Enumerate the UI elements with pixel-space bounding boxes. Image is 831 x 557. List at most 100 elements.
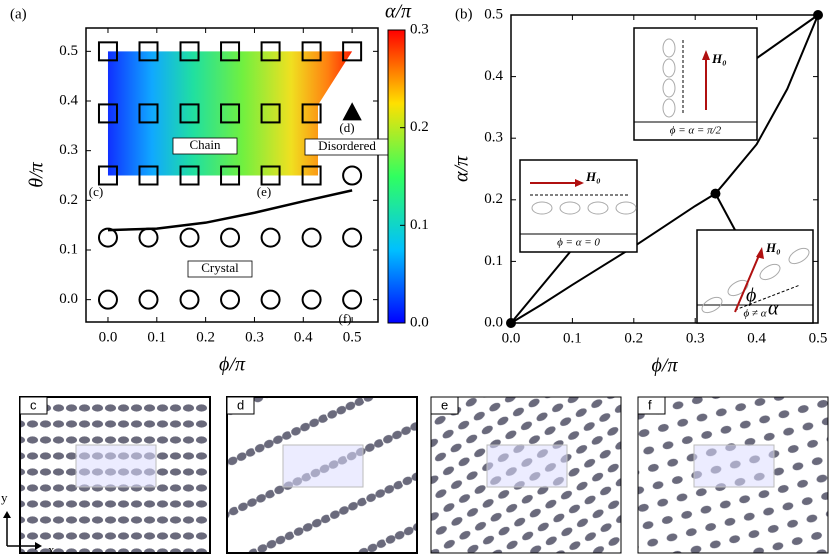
square-marker — [97, 165, 118, 186]
circle-marker — [138, 227, 159, 248]
inset-link — [756, 14, 819, 59]
y-axis-label: θ/π — [26, 161, 48, 187]
inset — [696, 229, 814, 324]
particle — [788, 247, 810, 265]
y-tick-label: 0.4 — [484, 68, 503, 84]
particle — [615, 201, 637, 215]
square-marker — [97, 41, 118, 62]
plot-frame — [85, 27, 379, 323]
colorbar-tick-label: 0.2 — [410, 119, 429, 135]
x-tick-label: 0.3 — [686, 330, 705, 346]
square-marker — [179, 165, 200, 186]
y-axis-label: α/π — [451, 155, 473, 182]
circle-marker — [301, 289, 322, 310]
x-tick-label: 0.1 — [563, 330, 582, 346]
inset-caption: ϕ = α = 0 — [557, 237, 600, 249]
snapshot-tag — [226, 396, 255, 415]
arrow-head — [3, 511, 11, 518]
x-tick-label: 0.4 — [294, 329, 313, 345]
circle-marker — [97, 227, 118, 248]
x-tick-label: 0.1 — [147, 329, 166, 345]
particle — [759, 263, 781, 281]
inset-link — [510, 251, 571, 324]
square-marker — [260, 41, 281, 62]
colorbar-tick-label: 0.3 — [410, 21, 429, 37]
x-tick-label: 0.3 — [245, 329, 264, 345]
circle-marker — [342, 165, 363, 186]
field-label: H₀ — [765, 240, 781, 255]
highlight — [486, 444, 568, 488]
particle — [662, 38, 676, 58]
snapshot-tag — [430, 396, 459, 415]
arrow-head — [702, 50, 710, 60]
square-marker — [220, 103, 241, 124]
arrow-head — [756, 247, 764, 259]
square-marker — [179, 103, 200, 124]
x-axis-label: ϕ/π — [652, 355, 679, 377]
x-tick-label: 0.0 — [99, 329, 118, 345]
circle-marker — [260, 289, 281, 310]
inset — [519, 159, 638, 253]
square-marker — [260, 103, 281, 124]
particle — [662, 98, 676, 118]
particle — [701, 296, 723, 314]
y-tick-label: 0.0 — [484, 314, 503, 330]
particle — [559, 201, 581, 215]
x-tick-label: 0.2 — [624, 330, 643, 346]
point — [506, 318, 516, 328]
circle-marker — [301, 227, 322, 248]
y-tick-label: 0.4 — [59, 92, 78, 108]
point — [813, 10, 823, 20]
square-marker — [138, 41, 159, 62]
y-tick-label: 0.5 — [484, 6, 503, 22]
annotation: (e) — [257, 184, 271, 199]
colorbar-tick-label: 0.1 — [410, 217, 429, 233]
x-tick-label: 0.2 — [196, 329, 215, 345]
curve — [510, 14, 819, 324]
x-tick-label: 0.4 — [747, 330, 766, 346]
annotation-box — [172, 137, 238, 155]
field-label: H₀ — [711, 51, 727, 66]
snapshot-tag — [637, 396, 666, 415]
annotation: (d) — [339, 120, 354, 135]
x-axis-label: ϕ/π — [219, 354, 246, 376]
x-tick-label: 0.5 — [809, 330, 828, 346]
y-tick-label: 0.5 — [59, 43, 78, 59]
particle — [662, 78, 676, 98]
colorbar-label: α/π — [385, 1, 412, 23]
x-tick-label: 0.5 — [343, 329, 362, 345]
circle-marker — [220, 227, 241, 248]
inset-caption: ϕ = α = π/2 — [670, 125, 722, 137]
snapshot-label: f — [648, 397, 652, 412]
arrow-head — [575, 179, 584, 187]
square-marker — [301, 103, 322, 124]
annotation: Crystal — [201, 260, 239, 275]
circle-marker — [220, 289, 241, 310]
x-tick-label: 0.0 — [502, 330, 521, 346]
circle-marker — [179, 227, 200, 248]
highlight — [693, 444, 775, 488]
inset-link — [714, 193, 736, 231]
square-marker — [220, 165, 241, 186]
axis-name: x — [48, 542, 55, 557]
square-marker — [138, 165, 159, 186]
square-marker — [138, 103, 159, 124]
circle-marker — [138, 289, 159, 310]
annotation: (c) — [89, 184, 103, 199]
y-tick-label: 0.2 — [59, 192, 78, 208]
point — [710, 188, 721, 199]
y-tick-label: 0.0 — [59, 291, 78, 307]
field-label: H₀ — [585, 169, 601, 184]
annotation-box — [187, 260, 253, 278]
y-tick-label: 0.3 — [484, 130, 503, 146]
square-marker — [260, 165, 281, 186]
arrow-head — [35, 542, 42, 550]
square-marker — [179, 41, 200, 62]
circle-marker — [342, 289, 363, 310]
y-tick-label: 0.2 — [484, 191, 503, 207]
colorbar-tick-label: 0.0 — [410, 314, 429, 330]
y-tick-label: 0.3 — [59, 142, 78, 158]
square-marker — [301, 41, 322, 62]
annotation: (f) — [339, 311, 352, 326]
annotation: Disordered — [318, 138, 376, 153]
